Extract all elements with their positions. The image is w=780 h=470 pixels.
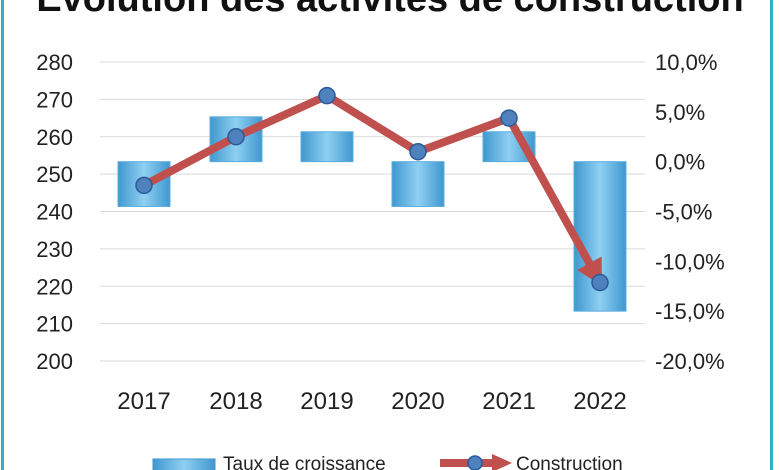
- growth-rate-bar: [300, 131, 354, 163]
- right-axis-tick-label: -20,0%: [655, 349, 725, 374]
- left-axis-tick-label: 210: [36, 312, 73, 337]
- construction-line: [135, 86, 609, 292]
- legend: Taux de croissance Construction: [152, 454, 623, 470]
- construction-point: [135, 176, 153, 195]
- construction-point: [409, 142, 427, 161]
- left-axis-tick-label: 200: [36, 349, 73, 374]
- chart-title: Evolution des activités de construction: [0, 0, 780, 21]
- x-axis-category-label: 2017: [117, 388, 170, 415]
- construction-point: [318, 86, 336, 105]
- growth-rate-bar: [391, 161, 445, 208]
- x-axis-category-label: 2022: [573, 388, 626, 415]
- x-axis-category-label: 2020: [391, 388, 444, 415]
- legend-bar-swatch: [152, 458, 216, 470]
- x-axis-category-label: 2018: [209, 388, 262, 415]
- axis-ticks: 280 270 260 250 240 230 220 210 200 10,0% 5,0% 0,0%…: [36, 50, 724, 415]
- right-axis-tick-label: 10,0%: [655, 50, 717, 75]
- left-axis-tick-label: 260: [36, 125, 73, 150]
- legend-line-label: Construction: [516, 454, 623, 470]
- left-axis-tick-label: 240: [36, 200, 73, 225]
- legend-arrow-icon: [492, 454, 512, 470]
- right-axis-tick-label: -15,0%: [655, 299, 725, 324]
- right-axis-tick-label: 0,0%: [655, 150, 705, 175]
- left-axis-tick-label: 230: [36, 237, 73, 262]
- right-axis-tick-label: -10,0%: [655, 249, 725, 274]
- construction-point: [591, 273, 609, 292]
- construction-line-path: [140, 91, 604, 287]
- gridlines: [100, 61, 645, 362]
- construction-point: [500, 109, 518, 127]
- legend-marker-icon: [467, 455, 483, 470]
- bars: [117, 116, 627, 312]
- legend-bar-label: Taux de croissance: [223, 454, 386, 470]
- left-axis-tick-label: 220: [36, 274, 73, 299]
- left-axis-tick-label: 280: [36, 50, 73, 75]
- left-axis-tick-label: 250: [36, 162, 73, 187]
- right-axis-tick-label: -5,0%: [655, 200, 712, 225]
- left-axis-tick-label: 270: [36, 87, 73, 112]
- right-axis-tick-label: 5,0%: [655, 100, 705, 125]
- x-axis-category-label: 2021: [482, 388, 535, 415]
- x-axis-category-label: 2019: [300, 388, 353, 415]
- construction-point: [227, 128, 245, 146]
